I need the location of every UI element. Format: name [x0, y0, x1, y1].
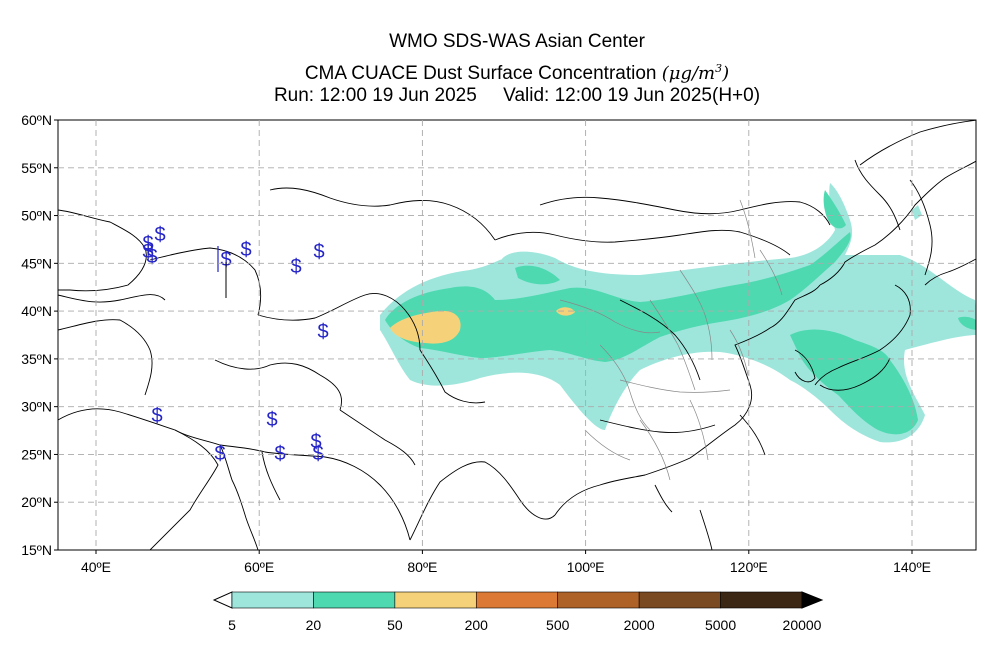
- axes: 60ºN 55ºN 50ºN 45ºN 40ºN 35ºN 30ºN 25ºN 20ºN 15ºN…: [21, 112, 931, 575]
- station-marker: $: [151, 405, 162, 427]
- colorbar-label: 50: [387, 617, 403, 633]
- lon-tick-label: 80ºE: [407, 559, 437, 575]
- station-marker: $: [142, 233, 153, 255]
- chart-subtitle: CMA CUACE Dust Surface Concentration (μg…: [0, 58, 1000, 85]
- colorbar-label: 20000: [783, 617, 822, 633]
- lat-tick-label: 45ºN: [21, 255, 52, 271]
- lat-tick-label: 15ºN: [21, 542, 52, 558]
- station-marker: $: [266, 409, 277, 431]
- run-valid-time: Run: 12:00 19 Jun 2025 Valid: 12:00 19 J…: [273, 85, 761, 106]
- concentration-unit: (μg/m3): [661, 62, 730, 84]
- coastlines-borders: [58, 120, 976, 550]
- station-marker: $: [317, 321, 328, 343]
- province-boundaries: [559, 199, 783, 481]
- colorbar-under-arrow: [212, 591, 233, 609]
- graticule: [58, 120, 976, 550]
- colorbar-over-arrow: [801, 591, 824, 609]
- station-marker: $: [142, 241, 153, 263]
- colorbar-swatch: [313, 591, 396, 609]
- colorbar-swatch: [475, 591, 559, 609]
- station-marker: $: [313, 241, 324, 263]
- station-marker: $: [146, 246, 157, 268]
- lon-tick-label: 40ºE: [81, 559, 111, 575]
- station-marker: $: [220, 249, 231, 271]
- station-marker: $: [240, 239, 251, 261]
- colorbar-label: 500: [546, 617, 570, 633]
- colorbar-swatch: [557, 591, 640, 609]
- lat-tick-label: 40ºN: [21, 303, 52, 319]
- lon-tick-label: 100ºE: [567, 559, 605, 575]
- lat-tick-label: 25ºN: [21, 446, 52, 462]
- colorbar-swatch: [394, 591, 477, 609]
- colorbar-label: 5000: [705, 617, 736, 633]
- dust-level-50: [390, 307, 575, 344]
- lat-tick-label: 50ºN: [21, 208, 52, 224]
- colorbar-label: 20: [306, 617, 322, 633]
- station-marker: $: [310, 431, 321, 453]
- colorbar-label: 5: [228, 617, 236, 633]
- lat-tick-label: 30ºN: [21, 399, 52, 415]
- lat-tick-label: 35ºN: [21, 351, 52, 367]
- lat-tick-label: 60ºN: [21, 112, 52, 128]
- lat-tick-label: 20ºN: [21, 494, 52, 510]
- station-marker: $: [154, 224, 165, 246]
- chart-title: WMO SDS-WAS Asian Center: [389, 31, 645, 52]
- colorbar-label: 200: [465, 617, 489, 633]
- lat-tick-label: 55ºN: [21, 160, 52, 176]
- subtitle-text: CMA CUACE Dust Surface Concentration: [304, 63, 657, 84]
- colorbar-swatch: [638, 591, 721, 609]
- colorbar-swatch: [720, 591, 803, 609]
- map-frame: [57, 119, 977, 551]
- lon-tick-label: 140ºE: [893, 559, 931, 575]
- colorbar: 5 20 50 200 500 2000 5000 20000: [212, 591, 824, 633]
- dust-level-20: [385, 190, 976, 435]
- lon-tick-label: 60ºE: [244, 559, 274, 575]
- colorbar-swatch: [231, 591, 314, 609]
- station-marker: $: [290, 256, 301, 278]
- colorbar-label: 2000: [624, 617, 655, 633]
- dust-field: [380, 183, 976, 443]
- lon-tick-label: 120ºE: [730, 559, 768, 575]
